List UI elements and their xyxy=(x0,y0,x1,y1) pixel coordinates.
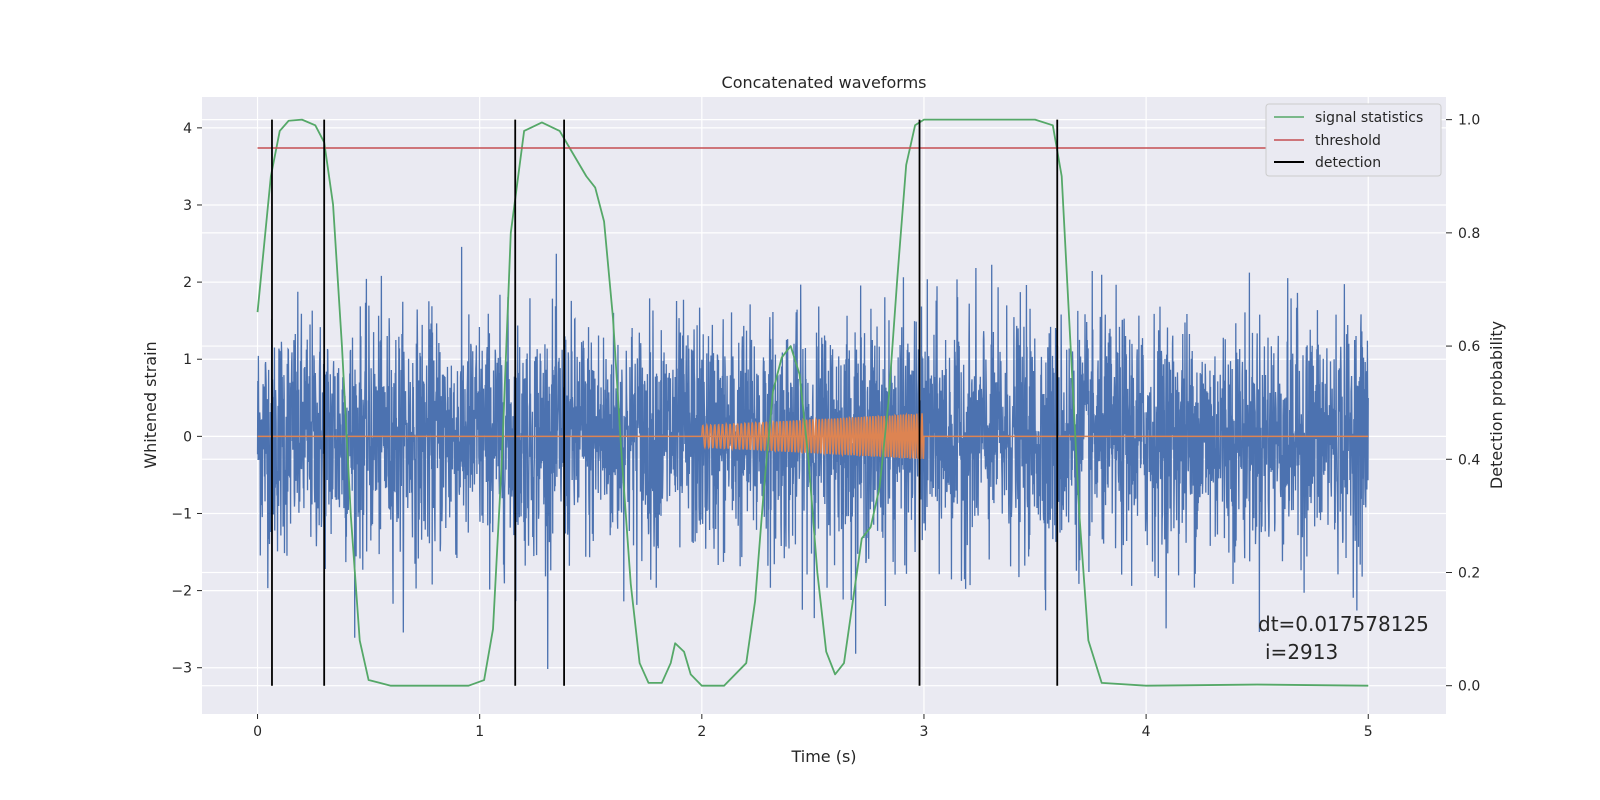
y-tick-label-1: −2 xyxy=(171,584,192,600)
y-tick-label-7: 4 xyxy=(183,121,192,137)
legend-box xyxy=(1265,103,1442,177)
y-tick-label-2: −1 xyxy=(171,506,192,522)
x-tick-label-2: 2 xyxy=(697,724,706,740)
legend-label-threshold: threshold xyxy=(1315,133,1381,149)
annotation-dt: dt=0.017578125 xyxy=(1258,612,1429,636)
legend-label-detection: detection xyxy=(1315,155,1381,171)
x-tick-label-4: 4 xyxy=(1142,724,1151,740)
y2-tick-label-1: 0.2 xyxy=(1458,565,1480,581)
y2-tick-label-3: 0.6 xyxy=(1458,339,1480,355)
x-tick-label-5: 5 xyxy=(1364,724,1373,740)
axes: 0 1 2 3 4 5 −3 −2 −1 0 1 2 3 4 0.0 0.2 0.4 0.6 0.8 1.0 xyxy=(171,113,1480,740)
x-axis-label: Time (s) xyxy=(790,747,856,766)
y-tick-label-4: 1 xyxy=(183,352,192,368)
plot-layer xyxy=(256,118,1369,687)
chart-title: Concatenated waveforms xyxy=(722,73,927,92)
signal-statistics-series xyxy=(256,118,1369,687)
y-tick-label-3: 0 xyxy=(183,429,192,445)
y-tick-label-6: 3 xyxy=(183,198,192,214)
y2-tick-label-0: 0.0 xyxy=(1458,679,1480,695)
annotation-i: i=2913 xyxy=(1265,640,1338,664)
y-tick-label-5: 2 xyxy=(183,275,192,291)
legend: signal statistics threshold detection xyxy=(1265,103,1442,177)
strain-series xyxy=(256,246,1369,669)
y-axis-label: Whitened strain xyxy=(141,341,160,468)
y2-axis-label: Detection probability xyxy=(1487,321,1506,489)
y2-tick-label-4: 0.8 xyxy=(1458,226,1480,242)
x-tick-label-1: 1 xyxy=(475,724,484,740)
y-tick-label-0: −3 xyxy=(171,661,192,677)
legend-label-signal-statistics: signal statistics xyxy=(1315,110,1423,126)
y2-tick-label-5: 1.0 xyxy=(1458,113,1480,129)
x-tick-label-3: 3 xyxy=(920,724,929,740)
y2-tick-label-2: 0.4 xyxy=(1458,452,1480,468)
x-tick-label-0: 0 xyxy=(253,724,262,740)
